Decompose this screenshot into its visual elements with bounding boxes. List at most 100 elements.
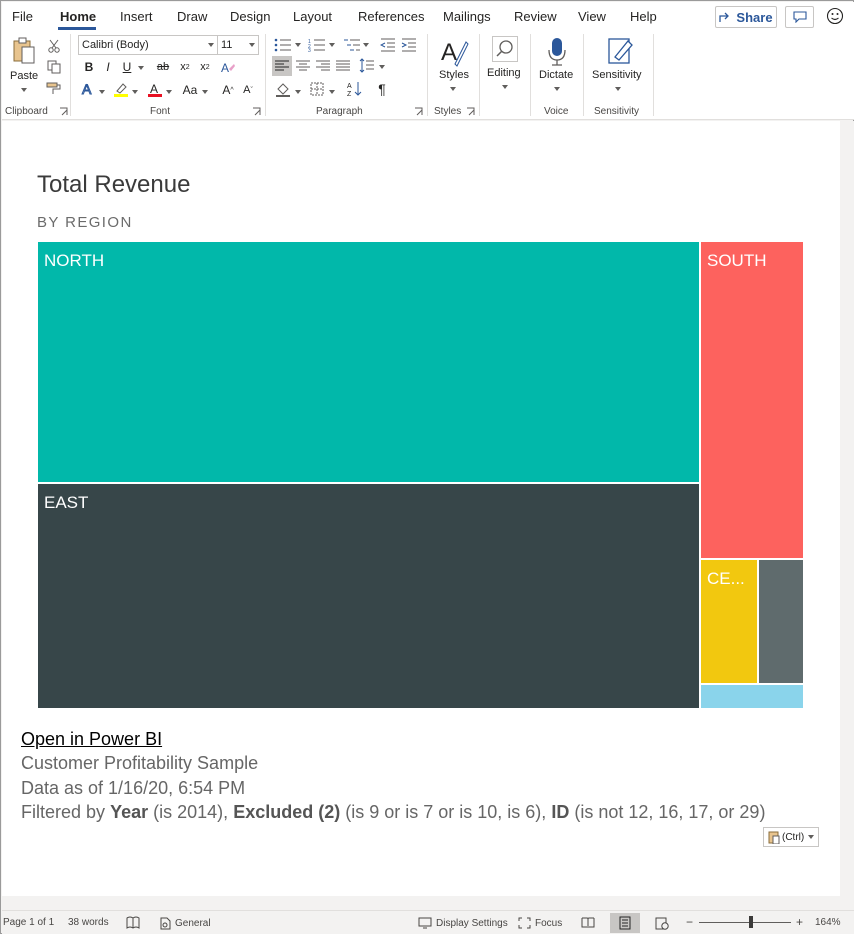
editing-button[interactable] bbox=[492, 36, 518, 62]
paste-button[interactable] bbox=[10, 36, 38, 66]
tab-layout[interactable]: Layout bbox=[293, 9, 333, 24]
tab-draw[interactable]: Draw bbox=[177, 9, 208, 24]
comments-button[interactable] bbox=[785, 6, 814, 28]
strikethrough-button[interactable]: ab bbox=[156, 61, 170, 73]
italic-button[interactable]: I bbox=[106, 60, 110, 74]
show-formatting-marks-button[interactable]: ¶ bbox=[378, 81, 386, 97]
font-name-select[interactable]: Calibri (Body) bbox=[78, 35, 218, 55]
tab-file[interactable]: File bbox=[12, 9, 33, 24]
word-count[interactable]: 38 words bbox=[68, 917, 109, 928]
sensitivity-label[interactable]: Sensitivity bbox=[592, 69, 642, 81]
borders-dropdown-caret[interactable] bbox=[329, 90, 335, 94]
tab-help[interactable]: Help bbox=[630, 9, 657, 24]
feedback-smiley-icon[interactable] bbox=[826, 7, 844, 25]
microphone-icon[interactable] bbox=[545, 36, 569, 68]
change-case-button[interactable]: Aa bbox=[180, 81, 200, 99]
tab-design[interactable]: Design bbox=[230, 9, 271, 24]
sensitivity-icon[interactable] bbox=[606, 35, 634, 67]
bold-button[interactable]: B bbox=[84, 60, 94, 74]
web-layout-button[interactable] bbox=[647, 913, 677, 933]
zoom-out-button[interactable]: − bbox=[686, 915, 694, 929]
tile-north[interactable]: NORTH bbox=[37, 241, 700, 483]
focus-button[interactable]: Focus bbox=[518, 917, 562, 929]
clipboard-launcher-icon[interactable] bbox=[59, 107, 68, 116]
tile-south[interactable]: SOUTH bbox=[700, 241, 804, 559]
page-count[interactable]: Page 1 of 1 bbox=[3, 917, 55, 928]
tab-references[interactable]: References bbox=[358, 9, 425, 24]
vertical-scrollbar[interactable] bbox=[840, 121, 854, 896]
dictate-label[interactable]: Dictate bbox=[539, 69, 574, 81]
styles-label[interactable]: Styles bbox=[439, 69, 469, 81]
tile-central[interactable]: CE... bbox=[700, 559, 758, 684]
align-left-button[interactable] bbox=[272, 56, 292, 76]
display-settings-button[interactable]: Display Settings bbox=[418, 917, 508, 929]
horizontal-scrollbar[interactable] bbox=[2, 896, 854, 910]
tab-view[interactable]: View bbox=[578, 9, 606, 24]
change-case-dropdown-caret[interactable] bbox=[202, 90, 208, 94]
grow-font-button[interactable]: A ^ bbox=[222, 83, 234, 97]
paragraph-launcher-icon[interactable] bbox=[414, 107, 423, 116]
align-right-icon[interactable] bbox=[315, 59, 331, 73]
tile-east[interactable]: EAST bbox=[37, 483, 700, 709]
language-indicator[interactable]: General bbox=[160, 917, 211, 930]
proofing-book-icon[interactable] bbox=[126, 916, 140, 929]
numbering-dropdown-caret[interactable] bbox=[329, 43, 335, 47]
bullets-dropdown-caret[interactable] bbox=[295, 43, 301, 47]
styles-dropdown-caret[interactable] bbox=[450, 87, 456, 91]
shading-icon[interactable] bbox=[275, 81, 291, 97]
dictate-dropdown-caret[interactable] bbox=[554, 87, 560, 91]
share-button[interactable]: Share bbox=[715, 6, 777, 28]
font-size-select[interactable]: 11 bbox=[217, 35, 259, 55]
text-effects-icon[interactable]: A bbox=[80, 81, 96, 97]
format-painter-icon[interactable] bbox=[46, 81, 62, 95]
paste-options-button[interactable]: (Ctrl) bbox=[763, 827, 819, 847]
sensitivity-dropdown-caret[interactable] bbox=[615, 87, 621, 91]
line-spacing-dropdown-caret[interactable] bbox=[379, 65, 385, 69]
underline-button[interactable]: U bbox=[122, 60, 132, 74]
zoom-in-button[interactable]: + bbox=[796, 915, 804, 929]
tab-mailings[interactable]: Mailings bbox=[443, 9, 491, 24]
underline-dropdown-caret[interactable] bbox=[138, 66, 144, 70]
editing-label[interactable]: Editing bbox=[487, 67, 521, 79]
text-effects-dropdown-caret[interactable] bbox=[99, 90, 105, 94]
sort-icon[interactable]: AZ bbox=[346, 80, 364, 98]
justify-icon[interactable] bbox=[335, 59, 351, 73]
tile-unlabeled-gray[interactable] bbox=[758, 559, 804, 684]
line-spacing-icon[interactable] bbox=[359, 58, 375, 74]
tab-insert[interactable]: Insert bbox=[120, 9, 153, 24]
multilevel-list-icon[interactable] bbox=[343, 38, 361, 52]
cut-icon[interactable] bbox=[47, 39, 61, 53]
open-in-power-bi-link[interactable]: Open in Power BI bbox=[21, 729, 163, 749]
zoom-slider-thumb[interactable] bbox=[749, 916, 753, 928]
tile-unlabeled-lightblue[interactable] bbox=[700, 684, 804, 709]
font-color-dropdown-caret[interactable] bbox=[166, 90, 172, 94]
clear-formatting-icon[interactable]: A bbox=[220, 60, 236, 75]
zoom-slider-track[interactable] bbox=[699, 922, 791, 923]
decrease-indent-icon[interactable] bbox=[380, 38, 396, 52]
numbering-icon[interactable]: 123 bbox=[308, 38, 326, 52]
paste-dropdown-caret[interactable] bbox=[21, 88, 27, 92]
bullets-icon[interactable] bbox=[274, 38, 292, 52]
align-center-icon[interactable] bbox=[295, 59, 311, 73]
highlight-icon[interactable] bbox=[113, 81, 129, 97]
borders-icon[interactable] bbox=[309, 81, 325, 97]
styles-icon[interactable]: A bbox=[439, 36, 469, 68]
multilevel-dropdown-caret[interactable] bbox=[363, 43, 369, 47]
highlight-dropdown-caret[interactable] bbox=[132, 90, 138, 94]
tab-review[interactable]: Review bbox=[514, 9, 557, 24]
styles-launcher-icon[interactable] bbox=[466, 107, 475, 116]
shading-dropdown-caret[interactable] bbox=[295, 90, 301, 94]
tab-home[interactable]: Home bbox=[60, 9, 97, 24]
print-layout-button[interactable] bbox=[610, 913, 640, 933]
treemap-chart[interactable]: NORTH EAST SOUTH CE... bbox=[37, 241, 804, 709]
font-launcher-icon[interactable] bbox=[252, 107, 261, 116]
font-color-icon[interactable]: A bbox=[147, 81, 163, 97]
increase-indent-icon[interactable] bbox=[401, 38, 417, 52]
editing-dropdown-caret[interactable] bbox=[502, 85, 508, 89]
zoom-level[interactable]: 164% bbox=[815, 917, 841, 928]
read-mode-button[interactable] bbox=[573, 913, 603, 933]
copy-icon[interactable] bbox=[47, 60, 61, 74]
